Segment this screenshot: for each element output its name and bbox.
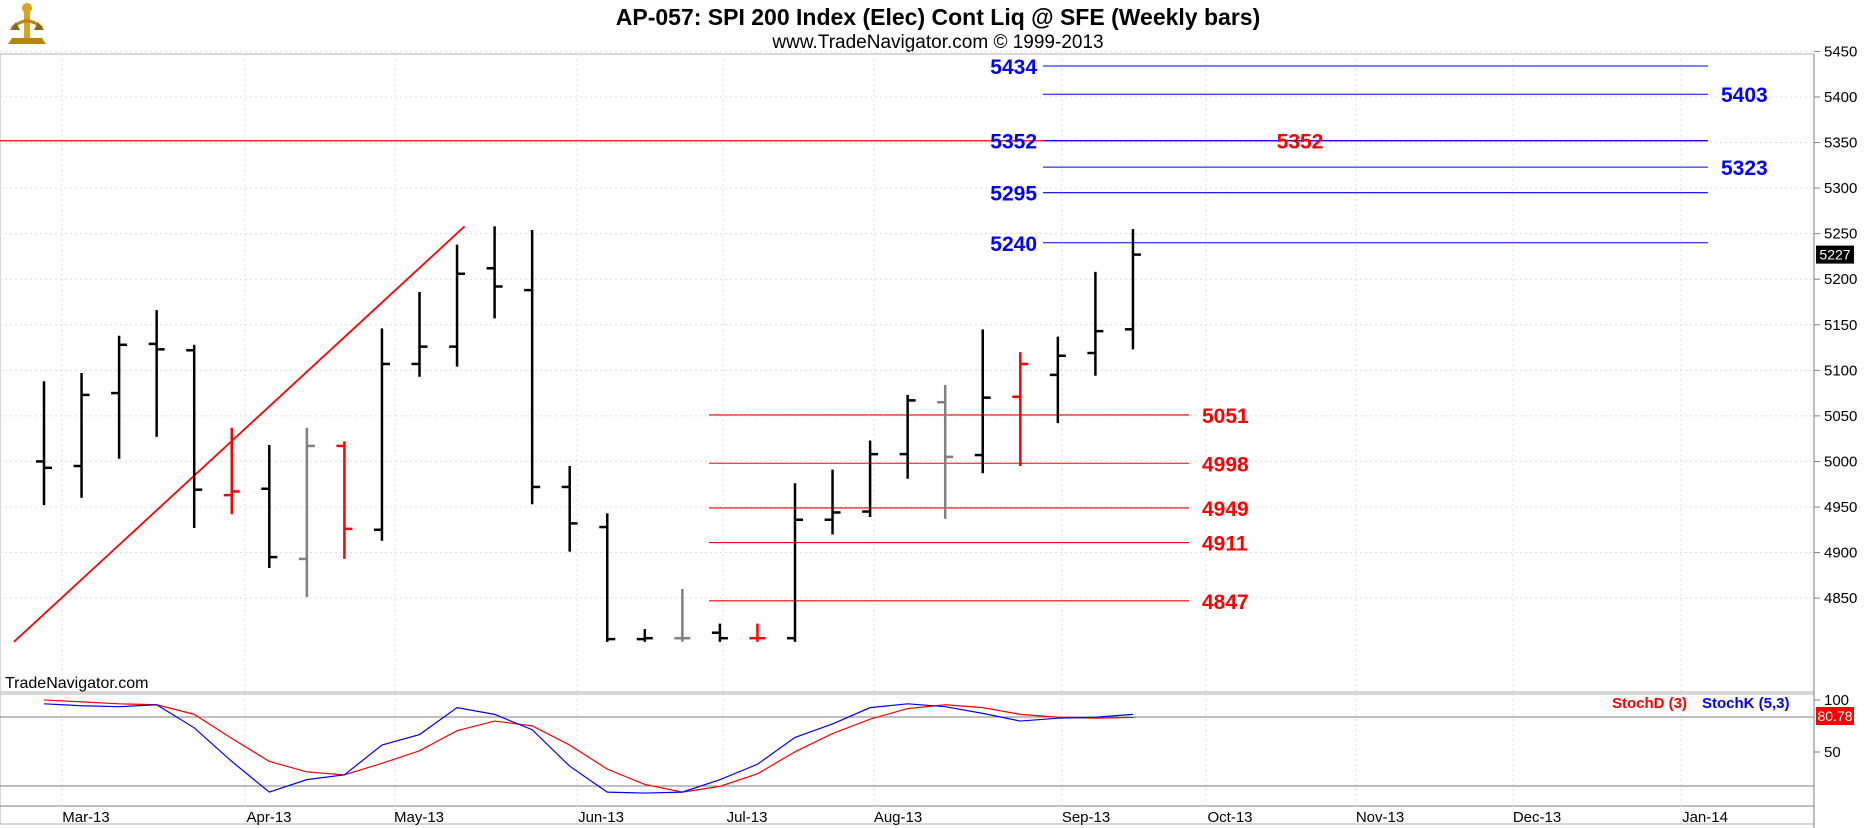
level-label-5434: 5434 — [990, 56, 1037, 79]
y-tick-label: 5200 — [1824, 271, 1857, 288]
level-label-5323: 5323 — [1721, 157, 1768, 180]
level-inner-label: 5352 — [1277, 131, 1324, 154]
y-tick-label: 5100 — [1824, 362, 1857, 379]
level-label-5403: 5403 — [1721, 84, 1768, 107]
stochastic-panel — [0, 693, 1815, 825]
trade-navigator-logo-icon — [2, 0, 52, 52]
last-price-label: 5227 — [1819, 247, 1850, 263]
trendline — [13, 225, 466, 643]
x-tick-label: Oct-13 — [1207, 809, 1252, 826]
stoch-series-line-d — [43, 699, 1133, 793]
level-label-4847: 4847 — [1202, 591, 1249, 614]
level-label-5352: 5352 — [990, 131, 1037, 154]
y-tick-label: 4850 — [1824, 590, 1857, 607]
y-tick-label: 5150 — [1824, 317, 1857, 334]
last-price-box — [1816, 245, 1854, 264]
y-tick-label: 5050 — [1824, 408, 1857, 425]
y-tick-label: 4950 — [1824, 499, 1857, 516]
y-tick-label: 4900 — [1824, 545, 1857, 562]
level-label-4998: 4998 — [1202, 453, 1249, 476]
level-label-4949: 4949 — [1202, 498, 1249, 521]
y-tick-label: 5300 — [1824, 180, 1857, 197]
stoch-last-label: 80.78 — [1817, 708, 1852, 724]
x-tick-label: Sep-13 — [1062, 809, 1110, 826]
y-tick-label: 5350 — [1824, 135, 1857, 152]
stoch-y-tick-label: 100 — [1824, 692, 1849, 709]
stoch-series-line-k — [43, 703, 1133, 794]
y-tick-label: 5450 — [1824, 43, 1857, 60]
legend-stochd: StochD (3) — [1612, 695, 1687, 712]
watermark-text: TradeNavigator.com — [5, 675, 149, 692]
level-label-5051: 5051 — [1202, 405, 1249, 428]
x-tick-label: Jul-13 — [727, 809, 768, 826]
stoch-y-tick-label: 50 — [1824, 744, 1841, 761]
chart-title: AP-057: SPI 200 Index (Elec) Cont Liq @ … — [615, 4, 1261, 30]
level-label-5295: 5295 — [990, 183, 1037, 206]
price-panel — [0, 53, 1815, 693]
x-tick-label: Jan-14 — [1682, 809, 1728, 826]
x-tick-label: Nov-13 — [1356, 809, 1404, 826]
y-tick-label: 5400 — [1824, 89, 1857, 106]
x-tick-label: Dec-13 — [1513, 809, 1561, 826]
chart-subtitle: www.TradeNavigator.com © 1999-2013 — [772, 32, 1104, 53]
level-label-4911: 4911 — [1202, 533, 1248, 556]
level-label-5240: 5240 — [990, 233, 1037, 256]
x-tick-label: Mar-13 — [62, 809, 110, 826]
stoch-last-box — [1816, 707, 1854, 725]
x-tick-label: Apr-13 — [246, 809, 291, 826]
x-tick-label: May-13 — [394, 809, 444, 826]
y-tick-label: 5000 — [1824, 453, 1857, 470]
legend-stochk: StochK (5,3) — [1702, 695, 1790, 712]
x-tick-label: Aug-13 — [874, 809, 922, 826]
x-tick-label: Jun-13 — [578, 809, 624, 826]
y-tick-label: 5250 — [1824, 226, 1857, 243]
